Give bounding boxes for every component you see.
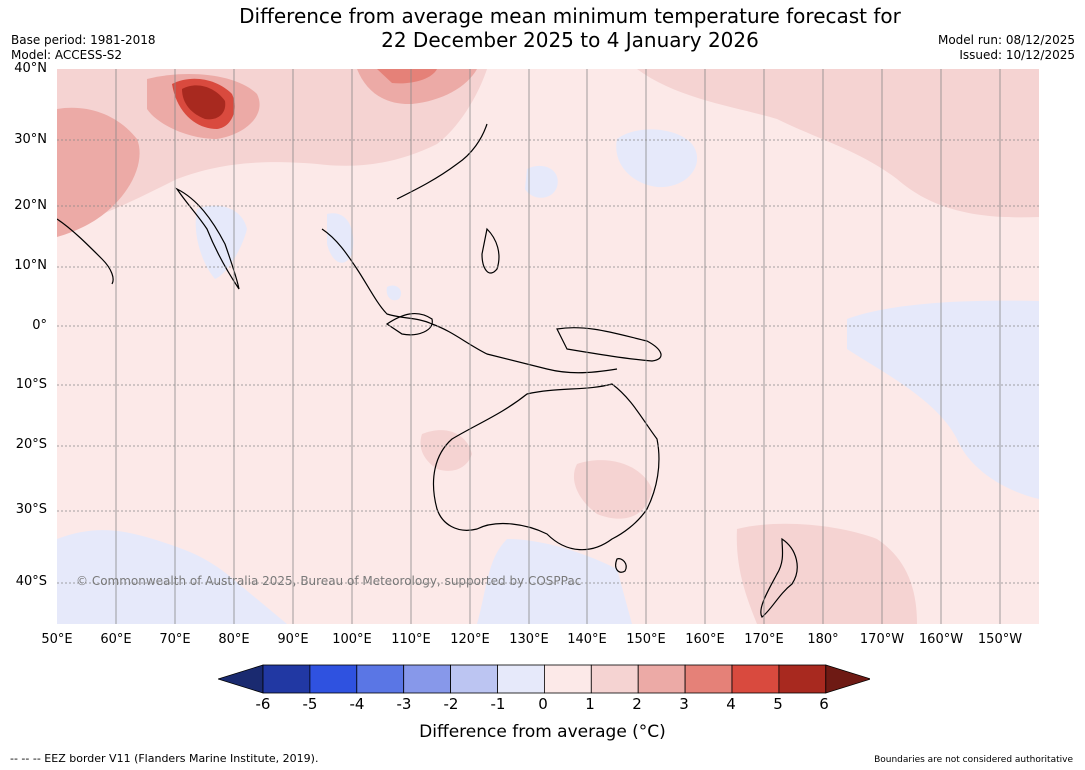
lon-label: 80°E xyxy=(218,632,250,647)
colorbar-label: Difference from average (°C) xyxy=(419,722,666,742)
lon-label: 120°E xyxy=(450,632,490,647)
colorbar-over-arrow xyxy=(825,664,873,694)
lat-label: 30°N xyxy=(14,132,47,147)
meta-left: Base period: 1981-2018 Model: ACCESS-S2 xyxy=(11,33,156,63)
india-coastline xyxy=(175,187,240,290)
anomaly-central-pacific-cool xyxy=(847,300,1039,499)
lat-label: 10°N xyxy=(14,258,47,273)
lon-label: 150°E xyxy=(626,632,666,647)
colorbar-under-arrow xyxy=(216,664,264,694)
lon-label: 160°E xyxy=(685,632,725,647)
boundaries-note: Boundaries are not considered authoritat… xyxy=(874,755,1073,765)
title-line-2: 22 December 2025 to 4 January 2026 xyxy=(381,28,759,52)
anomaly-south-cool xyxy=(477,539,632,624)
colorbar-tick: 4 xyxy=(726,695,736,713)
australia-coastline xyxy=(432,383,660,551)
colorbar-cell xyxy=(778,664,827,694)
lon-label: 170°E xyxy=(744,632,784,647)
coastlines xyxy=(57,123,798,618)
colorbar-cell xyxy=(450,664,498,694)
lat-label: 10°S xyxy=(15,377,47,392)
borneo-coastline xyxy=(385,312,433,336)
model-run: Model run: 08/12/2025 xyxy=(937,33,1075,47)
chart-title: Difference from average mean minimum tem… xyxy=(0,4,1085,52)
colorbar-cell xyxy=(497,664,545,694)
colorbar-cell xyxy=(684,664,733,694)
lon-label: 180° xyxy=(807,632,839,647)
forecast-map xyxy=(57,69,1039,624)
colorbar-cells xyxy=(216,664,873,694)
meta-right: Model run: 08/12/2025 Issued: 10/12/2025 xyxy=(938,33,1075,63)
lon-label: 170°W xyxy=(859,632,905,647)
colorbar xyxy=(216,664,873,698)
lat-label: 20°S xyxy=(15,437,47,452)
colorbar-tick: -6 xyxy=(255,695,271,713)
lat-label: 0° xyxy=(32,318,47,333)
anomaly-north-pacific-warm xyxy=(637,69,1039,218)
lon-label: 100°E xyxy=(332,632,372,647)
lat-label: 30°S xyxy=(15,502,47,517)
anomaly-philippine-sea-cool xyxy=(525,165,558,198)
colorbar-cell xyxy=(309,664,358,694)
colorbar-cell xyxy=(262,664,311,694)
colorbar-tick: 1 xyxy=(585,695,595,713)
anomaly-himalaya-warm-core xyxy=(182,85,226,120)
lat-label: 40°N xyxy=(14,61,47,76)
colorbar-cell xyxy=(590,664,639,694)
anomaly-southwest-cool xyxy=(57,530,287,624)
lon-label: 160°W xyxy=(918,632,964,647)
lon-label: 130°E xyxy=(509,632,549,647)
colorbar-tick: 5 xyxy=(773,695,783,713)
colorbar-cell xyxy=(356,664,405,694)
anomaly-west-australia-warm xyxy=(420,430,472,471)
colorbar-tick: 3 xyxy=(679,695,689,713)
colorbar-tick: -2 xyxy=(443,695,459,713)
colorbar-tick: -4 xyxy=(349,695,365,713)
anomaly-borneo-cool xyxy=(386,285,402,301)
anomaly-indochina-cool xyxy=(327,213,354,263)
lon-label: 50°E xyxy=(41,632,73,647)
philippines-coastline xyxy=(481,227,500,274)
colorbar-cell xyxy=(543,664,592,694)
new-guinea-coastline xyxy=(556,327,662,362)
lon-label: 110°E xyxy=(391,632,431,647)
lat-label: 20°N xyxy=(14,198,47,213)
anomaly-north-pacific-cool xyxy=(616,129,698,188)
tasmania-coastline xyxy=(615,558,627,573)
copyright-notice: © Commonwealth of Australia 2025, Bureau… xyxy=(76,574,582,588)
model-name: Model: ACCESS-S2 xyxy=(11,48,123,62)
arabia-coastline xyxy=(57,218,114,285)
eez-note: -- -- -- EEZ border V11 (Flanders Marine… xyxy=(10,752,319,765)
lon-label: 70°E xyxy=(159,632,191,647)
title-line-1: Difference from average mean minimum tem… xyxy=(239,4,901,28)
colorbar-svg xyxy=(216,664,873,694)
lat-label: 40°S xyxy=(15,574,47,589)
lon-label: 60°E xyxy=(100,632,132,647)
colorbar-cell xyxy=(403,664,451,694)
lon-label: 140°E xyxy=(567,632,607,647)
new-zealand-coastline xyxy=(760,537,798,618)
base-period: Base period: 1981-2018 xyxy=(11,33,156,47)
anomaly-mongolia-warm-core xyxy=(377,69,437,84)
anomaly-east-australia-warm xyxy=(573,460,652,519)
gridlines xyxy=(57,69,1039,624)
colorbar-cell xyxy=(731,664,780,694)
colorbar-tick: -5 xyxy=(302,695,318,713)
china-coastline xyxy=(396,123,488,200)
issued-date: Issued: 10/12/2025 xyxy=(959,48,1075,62)
lon-label: 90°E xyxy=(277,632,309,647)
colorbar-tick: -1 xyxy=(490,695,506,713)
colorbar-tick: 2 xyxy=(632,695,642,713)
lon-label: 150°W xyxy=(977,632,1023,647)
colorbar-tick: 0 xyxy=(538,695,548,713)
map-svg xyxy=(57,69,1039,624)
colorbar-cell xyxy=(637,664,686,694)
colorbar-tick: 6 xyxy=(819,695,829,713)
colorbar-tick: -3 xyxy=(396,695,412,713)
